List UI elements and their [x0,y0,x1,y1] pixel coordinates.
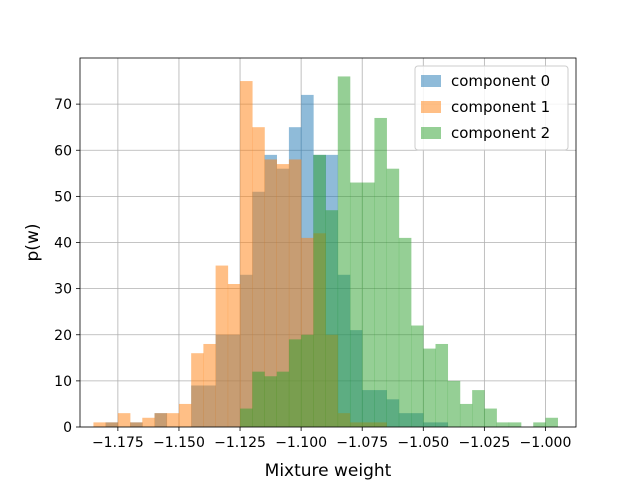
histogram-bar [362,182,375,427]
histogram-bar [227,284,241,427]
histogram-bar [240,408,253,427]
series-2-bars [240,76,558,428]
histogram-bar [484,408,497,427]
histogram-bar [325,210,339,427]
x-tick-label: −1.075 [336,435,388,451]
histogram-bar [264,159,277,427]
histogram-bar [496,422,510,427]
histogram-bar [447,380,461,427]
histogram-bar [459,403,473,427]
histogram-bar [178,403,192,427]
histogram-bar [411,325,424,427]
histogram-bar [117,413,131,427]
histogram-bar [240,81,253,427]
histogram-bar [105,422,119,427]
histogram-bar [398,237,412,427]
histogram-bar [191,353,204,427]
legend-label: component 2 [451,124,550,142]
y-tick-label: 50 [54,189,72,205]
y-tick-label: 60 [54,143,72,159]
bars-layer [93,76,558,428]
histogram-bar [349,182,363,427]
x-axis-label: Mixture weight [265,461,392,480]
histogram-bar [93,422,106,427]
histogram-bar [166,413,180,427]
x-tick-label: −1.025 [458,435,510,451]
legend-box [414,65,569,151]
legend-label: component 0 [451,72,550,90]
y-tick-label: 20 [54,328,72,344]
y-tick-label: 0 [63,420,72,436]
histogram-bar [130,422,143,427]
y-tick-label: 30 [54,282,72,298]
y-tick-label: 40 [54,236,72,252]
histogram-bar [252,371,265,427]
histogram-bar [142,417,155,427]
histogram-bar [252,127,265,427]
histogram-bar [386,168,400,427]
histogram-bar [508,422,522,427]
histogram-bar [337,76,351,427]
histogram-bar [215,265,229,427]
histogram-bar [423,348,436,427]
histogram-bar [313,154,326,428]
x-tick-label: −1.050 [397,435,449,451]
x-tick-label: −1.175 [92,435,144,451]
histogram-bar [154,413,168,427]
legend-swatch [421,101,441,113]
legend-swatch [421,127,441,139]
y-tick-label: 10 [54,374,72,390]
histogram-bar [472,390,485,427]
histogram-bar [533,422,546,427]
histogram-bar [276,371,290,427]
y-tick-label: 70 [54,97,72,113]
legend: component 0 component 1 component 2 [414,65,569,151]
legend-swatch [421,75,441,87]
x-tick-label: −1.125 [214,435,266,451]
histogram-bar [264,376,277,427]
legend-label: component 1 [451,98,550,116]
x-tick-label: −1.150 [153,435,205,451]
histogram-bar [435,343,449,427]
histogram-bar [301,334,314,427]
ticks-layer: −1.175 −1.150 −1.125 −1.100 −1.075 −1.050 −1.0… [54,97,571,451]
histogram-bar [288,339,302,427]
x-tick-label: −1.100 [275,435,327,451]
histogram-bar [203,343,216,427]
histogram-bar [276,164,290,427]
histogram-bar [374,117,387,428]
histogram-bar [545,417,558,427]
y-axis-label: p(w) [23,224,43,262]
x-tick-label: −1.000 [520,435,572,451]
